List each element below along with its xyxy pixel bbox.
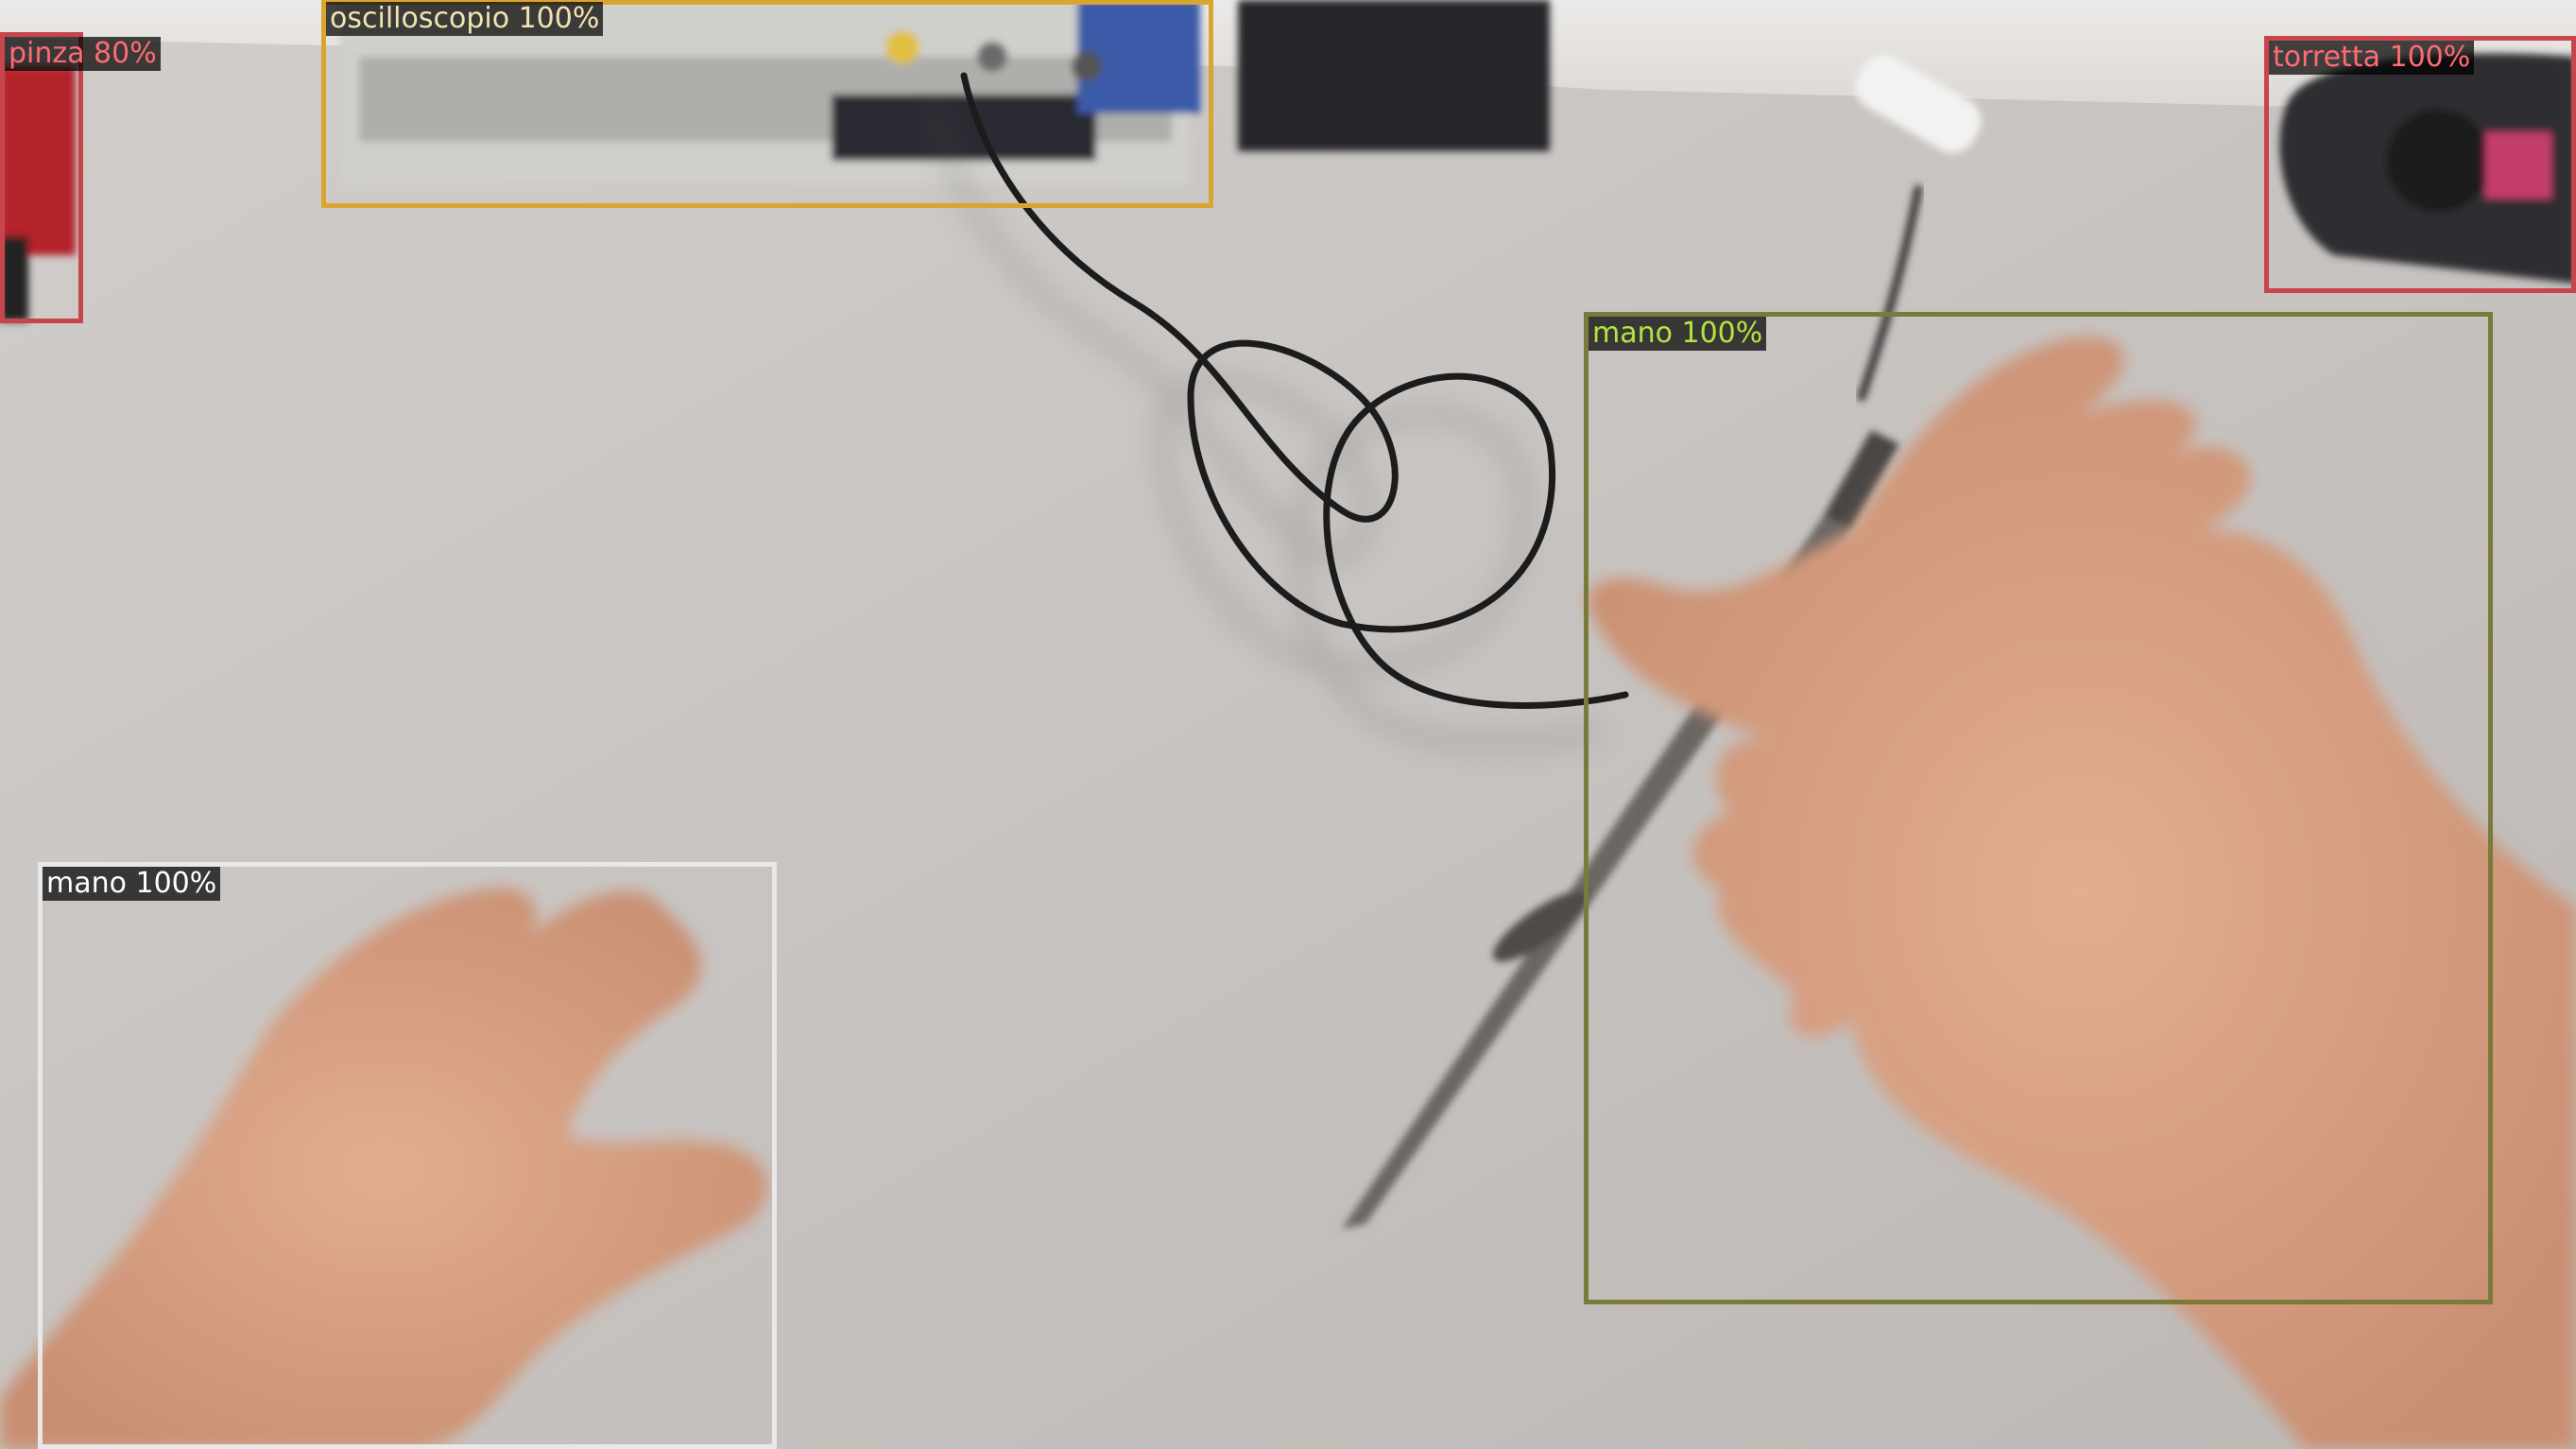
soldering-station <box>2279 53 2576 285</box>
detection-label: oscilloscopio 100% <box>326 2 604 36</box>
detection-box-left-hand: mano 100% <box>38 862 777 1449</box>
probe-cable <box>929 72 1923 750</box>
detection-label: mano 100% <box>43 867 221 901</box>
detection-label: pinza 80% <box>5 37 161 71</box>
left-hand <box>0 888 768 1449</box>
detection-box-soldering-station: torretta 100% <box>2264 36 2576 293</box>
black-box <box>1238 0 1550 151</box>
right-hand <box>1587 336 2576 1449</box>
detection-box-oscilloscope: oscilloscopio 100% <box>321 0 1213 208</box>
detection-label: mano 100% <box>1589 317 1767 351</box>
pliers <box>0 66 76 321</box>
detection-box-pliers: pinza 80% <box>0 32 161 323</box>
white-plug <box>1855 55 1982 153</box>
detection-box-right-hand: mano 100% <box>1584 312 2493 1304</box>
detection-label: torretta 100% <box>2269 41 2475 75</box>
